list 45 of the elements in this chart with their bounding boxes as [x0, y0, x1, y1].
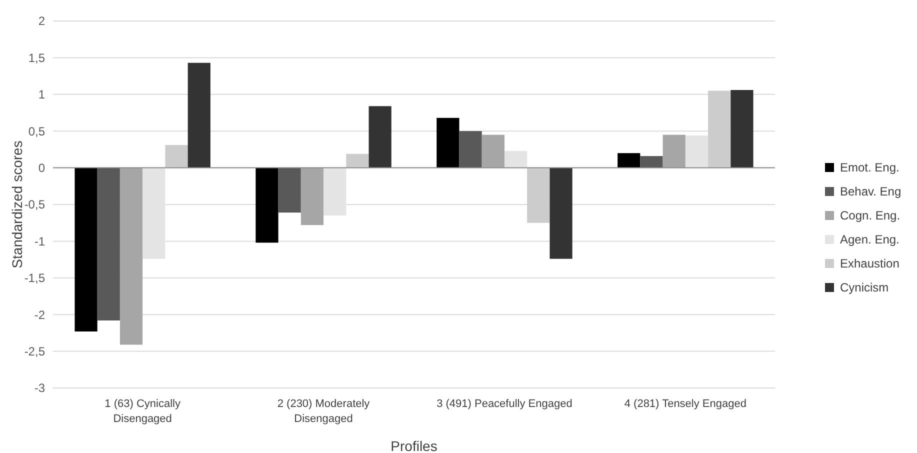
- y-tick-label: -2: [34, 308, 46, 322]
- y-tick-label: 2: [38, 14, 46, 28]
- bar: [120, 168, 143, 345]
- bar: [165, 145, 188, 168]
- y-tick-label: 0,5: [28, 124, 46, 138]
- y-tick-label: -3: [34, 381, 46, 396]
- bar: [482, 134, 504, 168]
- x-axis-title: Profiles: [390, 438, 438, 453]
- legend-label: Behav. Eng: [840, 184, 902, 199]
- legend-label: Cogn. Eng.: [840, 208, 900, 223]
- bar: [640, 156, 663, 168]
- x-tick-label: 1 (63) Cynically Disengaged: [104, 398, 181, 425]
- bar: [74, 168, 98, 332]
- x-tick-label: 4 (281) Tensely Engaged: [624, 398, 746, 410]
- bar: [436, 118, 460, 168]
- bar: [300, 168, 324, 226]
- x-tick-label: 2 (230) Moderately Disengaged: [277, 398, 370, 425]
- bar: [346, 154, 369, 168]
- y-tick-label: -0,5: [24, 198, 46, 212]
- legend-label: Exhaustion: [840, 256, 900, 271]
- y-tick-label: 1: [38, 88, 46, 102]
- bar: [662, 134, 686, 168]
- y-axis-title: Standardized scores: [9, 140, 25, 268]
- bar: [527, 168, 550, 223]
- bar: [550, 168, 572, 259]
- bar: [278, 168, 301, 213]
- bar: [97, 168, 120, 320]
- bar: [256, 168, 278, 243]
- y-tick-label: -1,5: [24, 271, 46, 286]
- bar: [368, 106, 392, 168]
- y-tick-label: -1: [34, 234, 46, 248]
- bar: [188, 62, 210, 168]
- bar: [730, 90, 754, 168]
- y-tick-label: 0: [38, 161, 46, 175]
- bar: [708, 90, 731, 168]
- legend-label: Cynicism: [840, 280, 889, 295]
- legend-label: Emot. Eng.: [840, 160, 900, 175]
- bar: [459, 131, 482, 168]
- bar: [504, 150, 528, 168]
- bar: [618, 153, 640, 168]
- y-tick-label: -2,5: [24, 344, 46, 358]
- legend-label: Agen. Eng.: [840, 232, 900, 247]
- x-tick-label: 3 (491) Peacefully Engaged: [436, 398, 572, 410]
- y-tick-label: 1,5: [28, 50, 46, 65]
- bar: [685, 136, 708, 168]
